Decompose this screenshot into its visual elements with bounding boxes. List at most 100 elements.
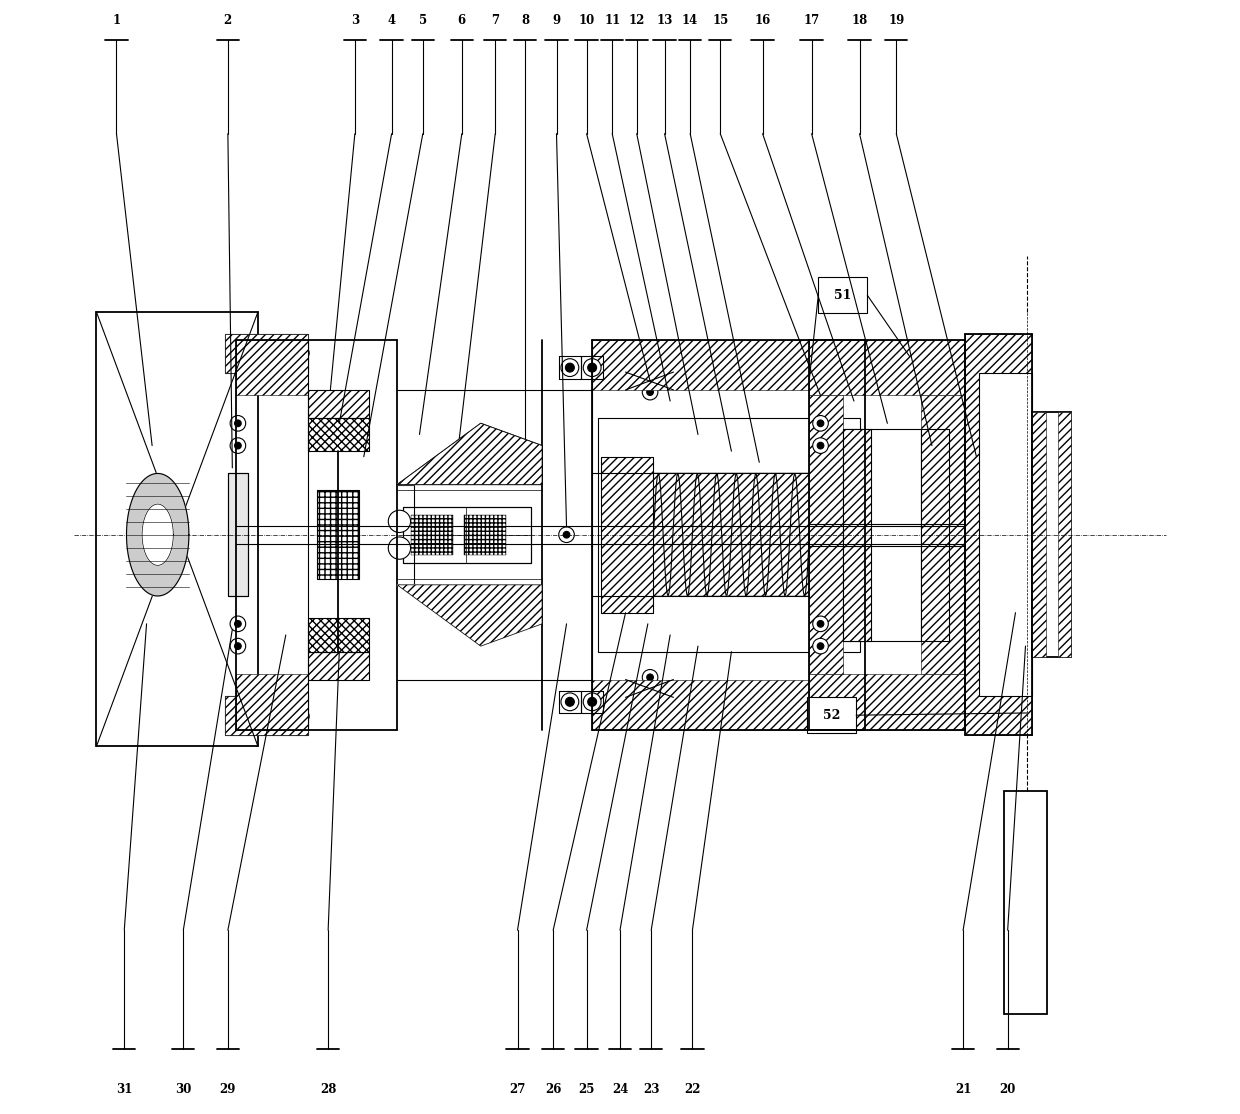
Bar — [810, 340, 965, 395]
Circle shape — [817, 643, 823, 649]
Circle shape — [642, 360, 658, 375]
Circle shape — [299, 350, 306, 356]
Text: 19: 19 — [888, 13, 904, 27]
Circle shape — [817, 420, 823, 427]
Bar — [601, 457, 653, 613]
Text: 17: 17 — [804, 13, 820, 27]
Bar — [308, 618, 370, 652]
Circle shape — [565, 363, 574, 372]
Bar — [598, 418, 859, 652]
Circle shape — [817, 620, 823, 627]
Circle shape — [241, 710, 253, 723]
Bar — [843, 429, 870, 641]
Circle shape — [563, 531, 570, 538]
Circle shape — [812, 416, 828, 431]
Circle shape — [812, 616, 828, 632]
Bar — [843, 429, 921, 641]
Bar — [236, 674, 308, 730]
Circle shape — [624, 681, 639, 696]
Text: 6: 6 — [458, 13, 466, 27]
Circle shape — [666, 378, 672, 384]
Circle shape — [642, 384, 658, 400]
Polygon shape — [126, 473, 188, 596]
Text: 27: 27 — [510, 1083, 526, 1096]
Bar — [593, 340, 866, 390]
Bar — [921, 395, 965, 674]
Bar — [965, 334, 1032, 735]
Text: 5: 5 — [419, 13, 427, 27]
Bar — [1058, 412, 1071, 657]
Bar — [1004, 791, 1047, 1014]
Circle shape — [268, 346, 281, 360]
Bar — [818, 277, 867, 313]
Circle shape — [231, 638, 246, 654]
Text: 1: 1 — [113, 13, 120, 27]
Text: 21: 21 — [955, 1083, 971, 1096]
Circle shape — [388, 537, 410, 559]
Bar — [236, 340, 308, 395]
Circle shape — [560, 693, 579, 711]
Circle shape — [234, 620, 242, 627]
Circle shape — [243, 713, 250, 720]
Text: 18: 18 — [852, 13, 868, 27]
Bar — [308, 390, 370, 418]
Text: 31: 31 — [117, 1083, 133, 1096]
Circle shape — [296, 346, 309, 360]
Circle shape — [296, 710, 309, 723]
Bar — [228, 473, 248, 596]
Bar — [317, 490, 360, 579]
Text: 11: 11 — [604, 13, 620, 27]
Bar — [224, 334, 308, 373]
Circle shape — [817, 442, 823, 449]
Bar — [810, 674, 965, 730]
Text: 10: 10 — [578, 13, 595, 27]
Circle shape — [647, 364, 653, 371]
Bar — [224, 696, 308, 735]
Bar — [403, 507, 531, 563]
Bar — [228, 473, 248, 596]
Bar — [308, 652, 370, 680]
Text: 13: 13 — [656, 13, 673, 27]
Circle shape — [560, 359, 579, 377]
Circle shape — [234, 442, 242, 449]
Polygon shape — [397, 585, 542, 646]
Circle shape — [231, 438, 246, 453]
Circle shape — [661, 373, 677, 389]
Bar — [843, 429, 870, 641]
Circle shape — [243, 350, 250, 356]
Circle shape — [627, 378, 635, 384]
Circle shape — [231, 616, 246, 632]
Bar — [1032, 412, 1045, 657]
Circle shape — [565, 697, 574, 706]
Circle shape — [583, 693, 601, 711]
Bar — [810, 395, 843, 674]
Text: 28: 28 — [320, 1083, 336, 1096]
Bar — [317, 490, 360, 579]
Polygon shape — [397, 423, 542, 485]
Circle shape — [241, 346, 253, 360]
Bar — [921, 429, 949, 641]
Text: 26: 26 — [544, 1083, 562, 1096]
Polygon shape — [397, 585, 542, 646]
Text: 29: 29 — [219, 1083, 236, 1096]
Text: 15: 15 — [712, 13, 728, 27]
Text: 20: 20 — [999, 1083, 1016, 1096]
Circle shape — [812, 638, 828, 654]
Text: 30: 30 — [175, 1083, 191, 1096]
Bar — [464, 515, 506, 555]
Circle shape — [812, 438, 828, 453]
Text: 52: 52 — [823, 709, 841, 722]
Bar — [593, 680, 866, 730]
Bar — [601, 457, 653, 613]
Text: 22: 22 — [684, 1083, 701, 1096]
Bar — [308, 418, 370, 451]
Circle shape — [647, 674, 653, 681]
Circle shape — [234, 420, 242, 427]
Circle shape — [234, 643, 242, 649]
Text: 23: 23 — [644, 1083, 660, 1096]
Bar — [1032, 412, 1071, 657]
Circle shape — [647, 389, 653, 395]
Text: 4: 4 — [388, 13, 396, 27]
Text: 8: 8 — [521, 13, 529, 27]
Bar — [807, 697, 856, 733]
